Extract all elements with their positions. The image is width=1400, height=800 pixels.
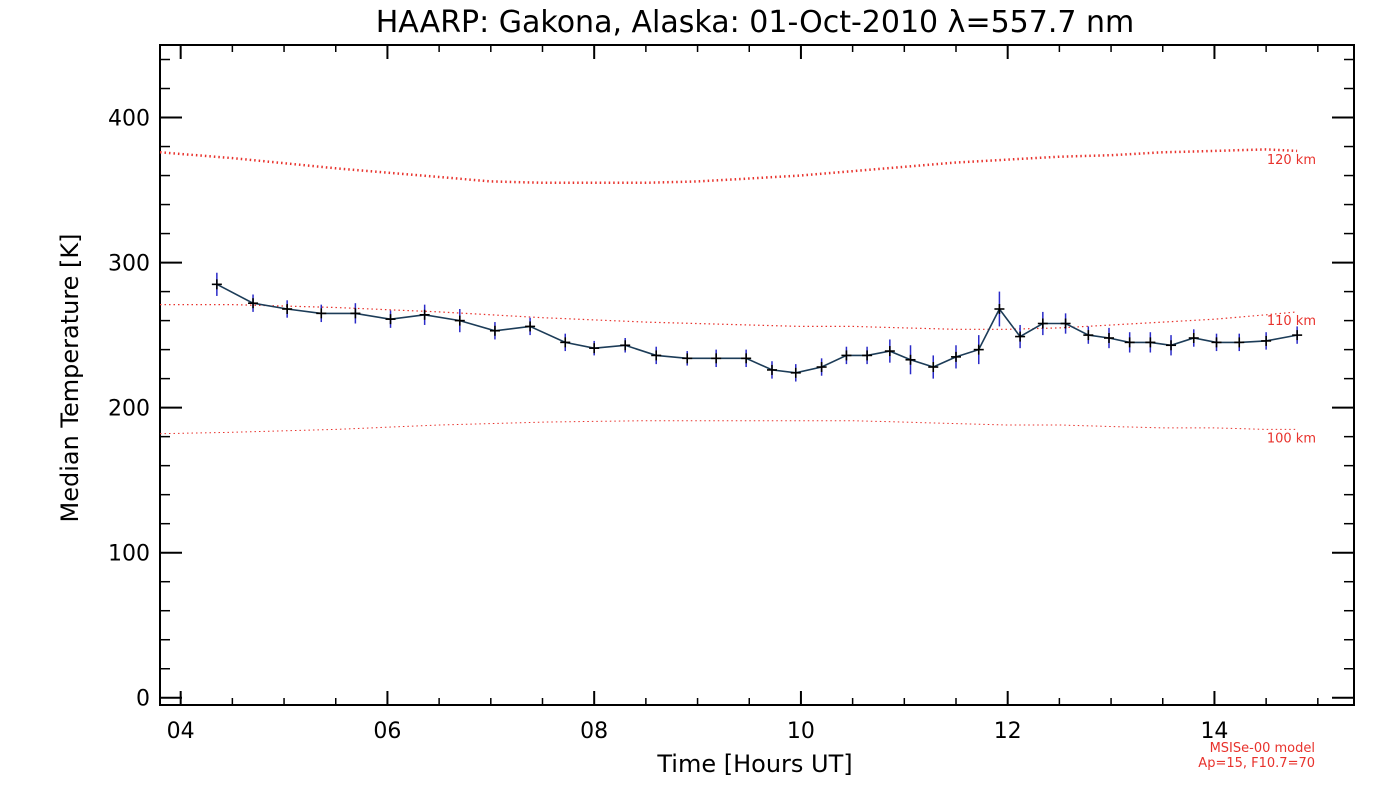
data-point [1166,340,1177,351]
model-curve-label: 120 km [1267,153,1316,168]
data-point [560,337,571,348]
data-point [816,362,827,373]
model-curves: 120 km 110 km 100 km [159,148,1316,446]
data-point [862,350,873,361]
data-point [385,314,396,325]
x-tick-label: 06 [373,719,401,744]
data-point [1292,330,1303,341]
data-point [282,304,293,314]
data-point [350,308,361,319]
data-point [1234,337,1245,348]
data-point [1083,330,1094,341]
data-point [1060,318,1071,329]
data-point [454,315,465,326]
data-point [841,350,852,361]
y-tick-label: 200 [108,397,150,422]
model-curve [159,420,1298,435]
model-curve [160,304,1298,330]
data-point [711,353,722,364]
data-point [790,367,801,378]
y-tick-label: 100 [108,542,150,567]
data-point [525,321,536,332]
data-point [1145,337,1156,348]
plot-frame [159,44,1355,706]
data-point [1211,337,1222,348]
data-points [211,279,1303,378]
data-point [1261,335,1272,346]
measurement-line [216,283,1298,374]
data-point [1124,337,1135,348]
x-axis-label: Time [Hours UT] [656,750,852,778]
axis-ticks: 04 06 08 10 12 14 0 100 200 300 400 [108,45,1354,744]
data-point [248,298,259,309]
data-point [316,308,327,319]
y-tick-label: 300 [108,252,150,277]
x-tick-label: 08 [580,719,608,744]
data-point [489,325,500,336]
measurement-series [216,283,1298,374]
y-tick-label: 400 [108,107,150,132]
data-point [1015,331,1026,342]
model-curve [159,148,1298,185]
data-point [994,304,1005,314]
data-point [419,309,430,320]
data-point [1103,333,1114,344]
data-point [928,362,939,373]
y-tick-label: 0 [136,687,150,712]
data-point [1037,318,1048,329]
x-tick-label: 04 [167,719,195,744]
x-tick-label: 12 [994,719,1022,744]
model-note-line-1: MSISe-00 model [1210,741,1315,756]
model-note-line-2: Ap=15, F10.7=70 [1198,756,1315,771]
x-tick-label: 10 [787,719,815,744]
y-axis-label: Median Temperature [K] [56,233,84,522]
data-point [589,343,600,354]
x-tick-label: 14 [1200,719,1228,744]
data-point [620,340,631,351]
data-point [1188,333,1199,344]
model-curve-label: 100 km [1267,431,1316,446]
data-point [651,350,662,361]
data-point [884,346,895,357]
data-point [682,353,693,364]
data-point [951,351,961,362]
chart-title: HAARP: Gakona, Alaska: 01-Oct-2010 λ=557… [376,5,1134,40]
model-curve-label: 110 km [1267,314,1316,329]
data-point [211,279,222,290]
error-bars [216,272,1298,382]
data-point [905,354,916,365]
data-point [766,364,777,375]
data-point [741,353,752,364]
data-point [973,344,984,355]
